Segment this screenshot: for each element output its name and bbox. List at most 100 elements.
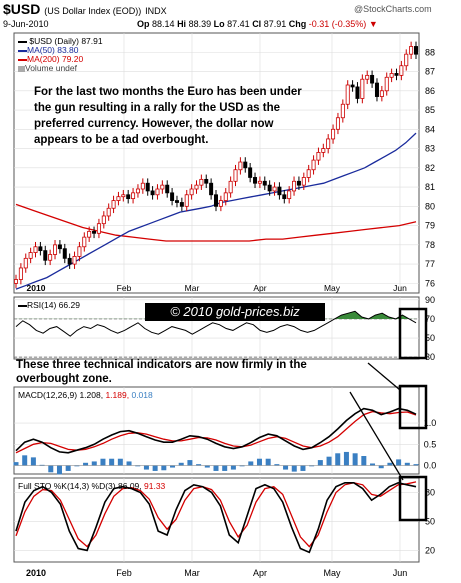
price-panel bbox=[13, 32, 420, 294]
rsi-overbought-fill bbox=[16, 311, 416, 319]
candle-body bbox=[243, 161, 248, 169]
candle-body bbox=[350, 84, 355, 88]
y-tick-label: 30 bbox=[425, 352, 435, 362]
histogram-bar bbox=[178, 462, 184, 466]
price-y-axis: 76 77 78 79 80 81 82 83 84 85 86 87 88 bbox=[425, 47, 435, 288]
candle-body bbox=[306, 169, 311, 178]
candle-body bbox=[28, 252, 33, 259]
macd-hist-value: 0.018 bbox=[131, 390, 153, 400]
candle-body bbox=[257, 180, 262, 184]
candle-body bbox=[262, 180, 267, 186]
histogram-bar bbox=[361, 456, 367, 466]
x-tick-label: 2010 bbox=[27, 283, 46, 293]
candle-body bbox=[253, 177, 258, 184]
quote-date: 9-Jun-2010 bbox=[3, 19, 49, 29]
watermark: @StockCharts.com bbox=[354, 4, 432, 14]
x-tick-label: Mar bbox=[184, 568, 200, 578]
candle-body bbox=[57, 244, 62, 250]
candle-body bbox=[106, 207, 111, 217]
candle-body bbox=[409, 46, 414, 55]
y-tick-label: 90 bbox=[425, 295, 435, 305]
candle-body bbox=[155, 188, 160, 196]
candle-body bbox=[96, 223, 101, 234]
change-label: Chg bbox=[288, 19, 307, 29]
y-tick-label: 81 bbox=[425, 182, 435, 192]
histogram-bar bbox=[135, 465, 141, 467]
candle-body bbox=[316, 152, 321, 161]
histogram-bar bbox=[117, 458, 123, 466]
candle-body bbox=[72, 256, 77, 265]
y-tick-label: 1.0 bbox=[424, 418, 437, 428]
histogram-bar bbox=[83, 462, 89, 466]
x-tick-label: Apr bbox=[253, 568, 267, 578]
candle-body bbox=[43, 250, 48, 261]
x-tick-label: Feb bbox=[117, 283, 132, 293]
histogram-bar bbox=[65, 465, 71, 471]
close-value: 87.91 bbox=[263, 19, 287, 29]
histogram-bar bbox=[13, 462, 19, 466]
histogram-bar bbox=[109, 458, 115, 466]
x-tick-label: May bbox=[323, 568, 341, 578]
candle-body bbox=[121, 194, 126, 198]
ma200-line bbox=[15, 203, 417, 242]
candle-body bbox=[82, 236, 87, 248]
x-tick-label: Jun bbox=[393, 568, 408, 578]
histogram-bar bbox=[396, 459, 402, 466]
candle-body bbox=[355, 86, 360, 99]
macd-legend-label: MACD(12,26,9) bbox=[18, 390, 78, 400]
sto-legend-label: Full STO %K(14,3) %D(3) bbox=[18, 481, 116, 491]
y-tick-label: 86 bbox=[425, 86, 435, 96]
candle-body bbox=[204, 178, 209, 184]
candle-body bbox=[111, 200, 116, 209]
candle-body bbox=[116, 196, 121, 201]
candle-body bbox=[335, 117, 340, 130]
candles bbox=[13, 41, 418, 289]
candle-body bbox=[389, 73, 394, 78]
histogram-bar bbox=[74, 465, 80, 467]
x-tick-label: 2010 bbox=[26, 568, 46, 578]
sto-highlight-box bbox=[398, 475, 428, 522]
y-tick-label: 88 bbox=[425, 47, 435, 57]
histogram-bar bbox=[326, 456, 332, 466]
ma200-legend-swatch bbox=[18, 58, 27, 61]
sto-k-value: 86.09, bbox=[118, 481, 142, 491]
histogram-bar bbox=[413, 464, 419, 466]
candle-body bbox=[218, 200, 223, 207]
legend-macd: MACD(12,26,9) 1.208, 1.189, 0.018 bbox=[18, 390, 153, 400]
y-tick-label: 79 bbox=[425, 221, 435, 231]
open-label: Op bbox=[137, 19, 150, 29]
candle-body bbox=[321, 148, 326, 153]
open-value: 88.14 bbox=[152, 19, 175, 29]
macd-y-axis: 1.0 0.5 0.0 bbox=[424, 418, 437, 470]
candle-body bbox=[87, 230, 92, 238]
x-tick-label: Apr bbox=[253, 283, 266, 293]
candle-body bbox=[394, 73, 399, 76]
candle-body bbox=[189, 188, 194, 196]
ma50-legend-swatch bbox=[18, 49, 27, 52]
candle-body bbox=[33, 246, 38, 253]
histogram-bar bbox=[248, 461, 254, 466]
candle-body bbox=[248, 167, 253, 178]
candle-body bbox=[126, 194, 131, 200]
symbol: $USD bbox=[3, 1, 41, 17]
candle-body bbox=[326, 138, 331, 149]
candle-body bbox=[18, 267, 23, 280]
y-tick-label: 77 bbox=[425, 259, 435, 269]
price-x-axis: 2010 Feb Mar Apr May Jun bbox=[27, 283, 408, 293]
histogram-bar bbox=[256, 458, 262, 466]
histogram-bar bbox=[22, 455, 28, 466]
macd-histogram bbox=[13, 451, 419, 475]
price-legend-text: $USD (Daily) 87.91 bbox=[29, 36, 103, 46]
candle-body bbox=[67, 257, 72, 265]
candle-body bbox=[179, 202, 184, 207]
candle-body bbox=[384, 76, 389, 92]
y-tick-label: 83 bbox=[425, 144, 435, 154]
sto-grid bbox=[14, 478, 419, 562]
candle-body bbox=[331, 128, 336, 140]
y-tick-label: 76 bbox=[425, 278, 435, 288]
candle-body bbox=[131, 192, 136, 200]
macd-signal-value: 1.189, bbox=[105, 390, 130, 400]
y-tick-label: 80 bbox=[425, 201, 435, 211]
candle-body bbox=[140, 182, 145, 190]
sto-y-axis: 80 50 20 bbox=[425, 487, 435, 555]
